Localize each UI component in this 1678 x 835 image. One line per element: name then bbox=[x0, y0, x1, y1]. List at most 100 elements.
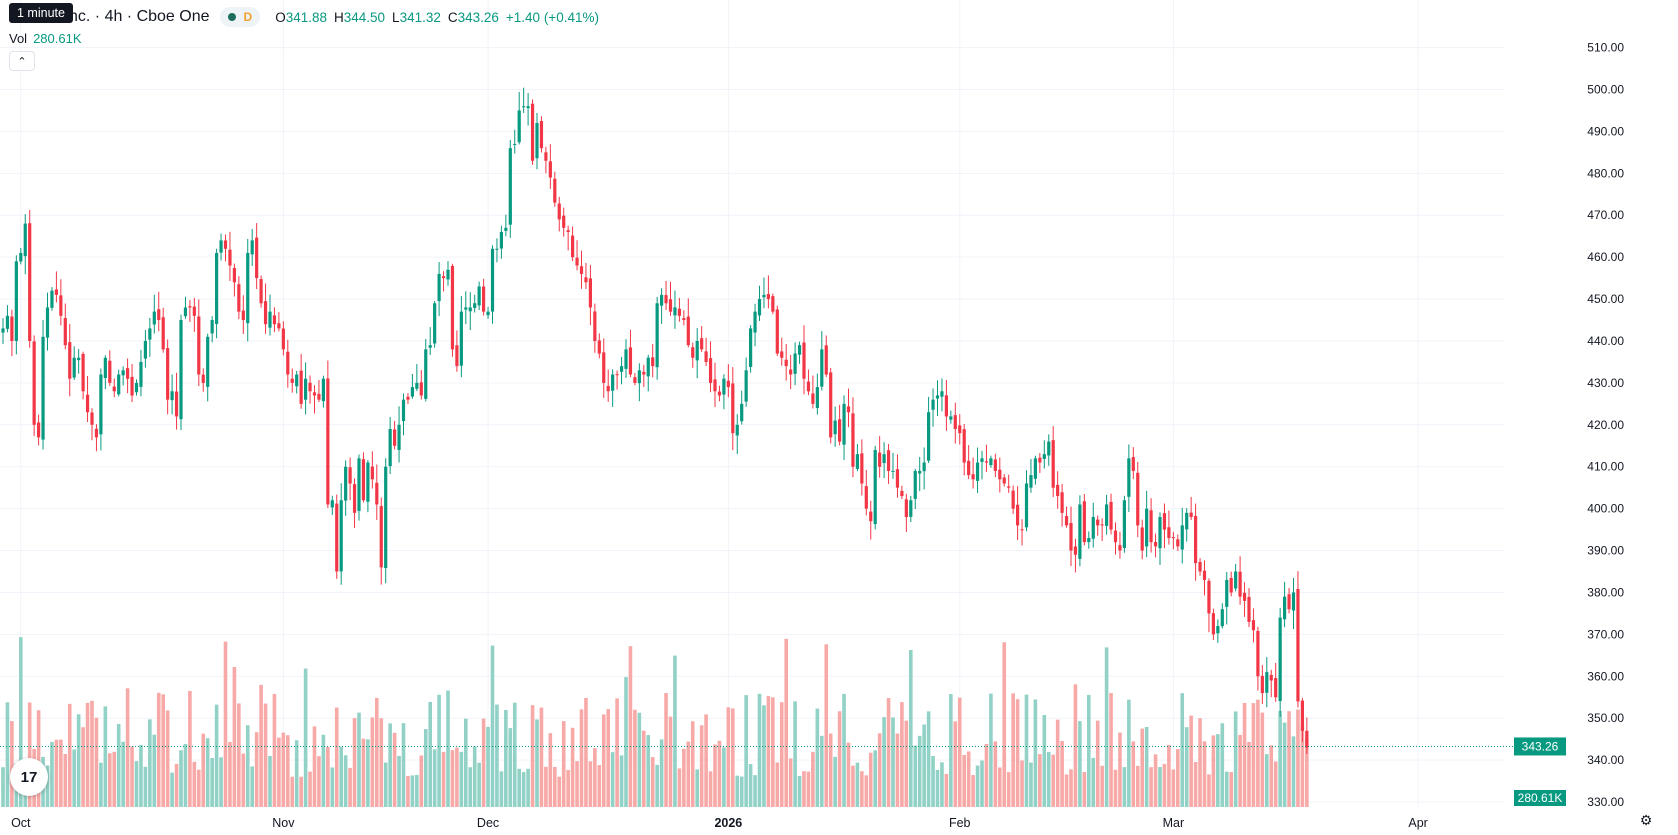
candle-body bbox=[424, 349, 428, 399]
candle-body bbox=[41, 336, 45, 440]
candle-body bbox=[94, 428, 99, 438]
volume-bar bbox=[139, 744, 143, 807]
volume-bar bbox=[254, 732, 259, 807]
volume-bar bbox=[468, 767, 473, 807]
candle-body bbox=[1127, 458, 1131, 497]
candle-body bbox=[922, 462, 926, 472]
volume-bar bbox=[802, 771, 806, 807]
candle-body bbox=[1220, 609, 1224, 627]
candle-body bbox=[1064, 516, 1069, 526]
candle-body bbox=[437, 273, 441, 302]
candle-body bbox=[660, 294, 664, 306]
volume-bar bbox=[472, 746, 477, 807]
volume-bar bbox=[597, 765, 602, 807]
symbol-title[interactable]: nc. · 4h · Cboe One bbox=[69, 8, 210, 25]
price-tick-label: 480.00 bbox=[1587, 166, 1624, 180]
volume-bar bbox=[1171, 769, 1176, 807]
candle-body bbox=[299, 370, 303, 404]
candle-body bbox=[90, 412, 94, 425]
candle-body bbox=[766, 294, 770, 300]
candle-body bbox=[584, 277, 588, 283]
volume-bar bbox=[170, 772, 174, 807]
volume-bar bbox=[1260, 712, 1265, 807]
volume-bar bbox=[357, 712, 361, 807]
candle-body bbox=[775, 309, 779, 354]
volume-bar bbox=[704, 714, 708, 807]
volume-bar bbox=[957, 697, 962, 807]
volume-bar bbox=[464, 718, 468, 807]
volume-bar bbox=[495, 704, 499, 807]
candle-body bbox=[708, 358, 713, 383]
candle-body bbox=[28, 223, 32, 341]
volume-bar bbox=[379, 718, 384, 807]
candle-body bbox=[495, 248, 499, 250]
volume-bar bbox=[1082, 772, 1087, 807]
candle-body bbox=[148, 328, 152, 340]
candle-body bbox=[1024, 483, 1029, 528]
candle-body bbox=[557, 203, 561, 220]
candle-body bbox=[526, 106, 530, 109]
candle-body bbox=[357, 458, 361, 511]
candle-body bbox=[757, 299, 762, 316]
candle-body bbox=[869, 511, 873, 522]
gear-icon[interactable]: ⚙ bbox=[1639, 811, 1653, 828]
candle-body bbox=[962, 429, 966, 463]
volume-bar bbox=[54, 739, 59, 807]
candle-body bbox=[927, 412, 931, 461]
candle-body bbox=[259, 279, 263, 304]
candle-body bbox=[308, 382, 312, 392]
candle-body bbox=[228, 249, 232, 266]
tradingview-logo-icon[interactable]: 17 bbox=[10, 758, 48, 796]
candle-body bbox=[1242, 592, 1247, 601]
candle-body bbox=[397, 424, 401, 450]
candle-body bbox=[19, 252, 23, 262]
volume-bar bbox=[1113, 769, 1118, 807]
candle-body bbox=[971, 474, 975, 480]
volume-bar bbox=[766, 696, 771, 807]
volume-bar bbox=[179, 750, 183, 807]
volume-bar bbox=[130, 746, 134, 807]
candle-body bbox=[393, 429, 397, 446]
candle-body bbox=[829, 372, 833, 438]
volume-bar bbox=[121, 741, 125, 807]
volume-bar bbox=[788, 758, 793, 807]
volume-bar bbox=[10, 721, 14, 807]
candle-body bbox=[1211, 613, 1215, 635]
candle-body bbox=[419, 382, 423, 396]
time-axis: Oct Nov Dec 2026 Feb Mar Apr bbox=[11, 816, 1428, 830]
time-tick-label: Feb bbox=[949, 816, 971, 830]
volume-bar bbox=[539, 707, 544, 807]
volume-bar bbox=[250, 766, 254, 807]
price-tick-label: 430.00 bbox=[1587, 376, 1624, 390]
candle-body bbox=[406, 396, 410, 400]
volume-bar bbox=[205, 738, 210, 807]
volume-bar bbox=[1033, 699, 1038, 807]
volume-bar bbox=[1211, 735, 1216, 807]
volume-bar bbox=[606, 709, 610, 807]
candle-body bbox=[255, 237, 259, 279]
volume-bar bbox=[1104, 647, 1109, 807]
price-tick-label: 450.00 bbox=[1587, 292, 1624, 306]
collapse-legend-button[interactable]: ⌃ bbox=[9, 51, 35, 71]
volume-bar bbox=[112, 751, 117, 807]
volume-bar bbox=[953, 721, 958, 807]
candle-body bbox=[384, 466, 388, 569]
candle-body bbox=[232, 267, 236, 283]
market-status-pill[interactable]: D bbox=[219, 7, 261, 27]
candle-body bbox=[571, 235, 575, 258]
volume-bar bbox=[837, 711, 842, 807]
volume-bar bbox=[223, 641, 228, 807]
volume-value: 280.61K bbox=[33, 31, 82, 46]
candle-body bbox=[201, 374, 205, 383]
candle-body bbox=[967, 460, 971, 476]
candle-body bbox=[651, 357, 655, 367]
candle-body bbox=[998, 469, 1002, 480]
volume-bar bbox=[713, 744, 717, 807]
candle-body bbox=[566, 230, 570, 232]
volume-bar bbox=[882, 717, 886, 807]
candle-body bbox=[10, 316, 14, 341]
price-tick-label: 420.00 bbox=[1587, 418, 1624, 432]
volume-bar bbox=[1135, 765, 1140, 807]
candle-body bbox=[1291, 592, 1296, 611]
